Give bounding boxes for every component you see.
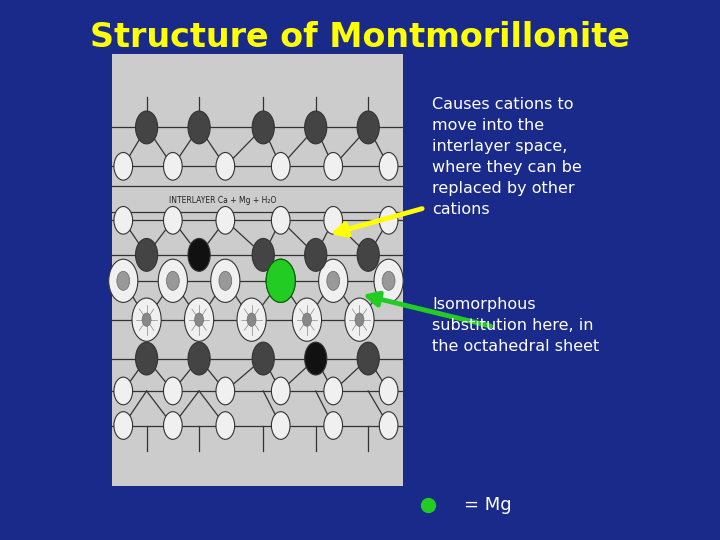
Ellipse shape xyxy=(188,342,210,375)
Ellipse shape xyxy=(114,152,132,180)
Ellipse shape xyxy=(216,152,235,180)
Ellipse shape xyxy=(135,342,158,375)
Ellipse shape xyxy=(266,259,295,302)
Ellipse shape xyxy=(216,377,235,405)
Ellipse shape xyxy=(357,111,379,144)
Ellipse shape xyxy=(327,271,340,291)
Ellipse shape xyxy=(271,411,290,440)
Ellipse shape xyxy=(163,377,182,405)
Ellipse shape xyxy=(252,111,274,144)
Ellipse shape xyxy=(379,206,398,234)
Ellipse shape xyxy=(188,111,210,144)
Ellipse shape xyxy=(324,206,343,234)
Ellipse shape xyxy=(355,313,364,326)
Ellipse shape xyxy=(216,206,235,234)
Ellipse shape xyxy=(374,259,403,302)
Text: = Mg: = Mg xyxy=(464,496,512,514)
Ellipse shape xyxy=(135,239,158,271)
Ellipse shape xyxy=(292,298,322,341)
Ellipse shape xyxy=(132,298,161,341)
Ellipse shape xyxy=(345,298,374,341)
Ellipse shape xyxy=(188,239,210,271)
Ellipse shape xyxy=(184,298,214,341)
Ellipse shape xyxy=(163,206,182,234)
Point xyxy=(423,501,434,509)
Ellipse shape xyxy=(114,377,132,405)
Ellipse shape xyxy=(271,206,290,234)
Ellipse shape xyxy=(305,342,327,375)
Ellipse shape xyxy=(271,377,290,405)
Ellipse shape xyxy=(379,411,398,440)
Ellipse shape xyxy=(252,239,274,271)
Ellipse shape xyxy=(117,271,130,291)
Ellipse shape xyxy=(247,313,256,326)
Ellipse shape xyxy=(266,259,295,302)
Ellipse shape xyxy=(379,377,398,405)
Ellipse shape xyxy=(324,152,343,180)
Ellipse shape xyxy=(237,298,266,341)
Ellipse shape xyxy=(163,411,182,440)
Ellipse shape xyxy=(158,259,187,302)
Ellipse shape xyxy=(135,111,158,144)
Ellipse shape xyxy=(114,411,132,440)
Ellipse shape xyxy=(194,313,204,326)
Ellipse shape xyxy=(382,271,395,291)
Ellipse shape xyxy=(305,111,327,144)
Ellipse shape xyxy=(319,259,348,302)
Ellipse shape xyxy=(163,152,182,180)
Ellipse shape xyxy=(357,239,379,271)
Ellipse shape xyxy=(211,259,240,302)
Ellipse shape xyxy=(324,377,343,405)
Text: Structure of Montmorillonite: Structure of Montmorillonite xyxy=(90,21,630,55)
Ellipse shape xyxy=(166,271,179,291)
Text: Causes cations to
move into the
interlayer space,
where they can be
replaced by : Causes cations to move into the interlay… xyxy=(432,97,582,217)
Ellipse shape xyxy=(357,342,379,375)
Ellipse shape xyxy=(274,271,287,291)
Ellipse shape xyxy=(252,342,274,375)
Ellipse shape xyxy=(114,206,132,234)
Ellipse shape xyxy=(109,259,138,302)
Bar xyxy=(112,54,403,486)
Ellipse shape xyxy=(219,271,232,291)
Ellipse shape xyxy=(271,152,290,180)
Ellipse shape xyxy=(379,152,398,180)
Ellipse shape xyxy=(302,313,312,326)
Ellipse shape xyxy=(216,411,235,440)
Text: INTERLAYER Ca + Mg + H₂O: INTERLAYER Ca + Mg + H₂O xyxy=(168,197,276,205)
Ellipse shape xyxy=(305,239,327,271)
Ellipse shape xyxy=(324,411,343,440)
Ellipse shape xyxy=(142,313,151,326)
Text: Isomorphous
substitution here, in
the octahedral sheet: Isomorphous substitution here, in the oc… xyxy=(432,297,599,354)
